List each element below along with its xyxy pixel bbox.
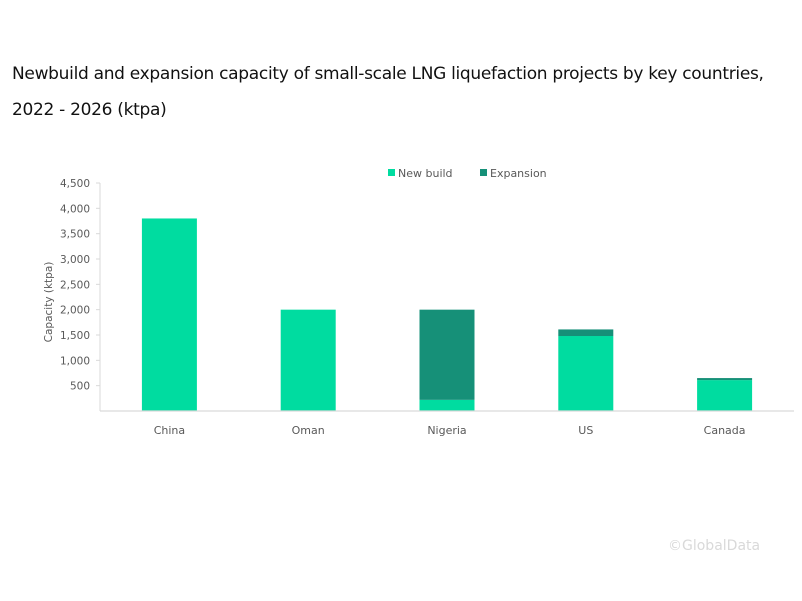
legend-label-new-build: New build (398, 167, 453, 180)
y-tick-label: 500 (70, 381, 90, 393)
bar-new-build-us (558, 336, 614, 411)
legend: New build Expansion (388, 167, 547, 180)
y-tick-label: 3,500 (60, 229, 90, 241)
y-tick-label: 3,000 (60, 254, 90, 266)
watermark: ©GlobalData (668, 538, 761, 554)
bar-expansion-canada (697, 378, 753, 381)
chart-title-line-1: Newbuild and expansion capacity of small… (12, 64, 764, 84)
chart-title-line-2: 2022 - 2026 (ktpa) (12, 100, 167, 120)
x-axis: China Oman Nigeria US Canada (100, 410, 794, 437)
bar-new-build-canada (697, 380, 753, 411)
legend-swatch-new-build (388, 169, 395, 176)
bar-new-build-china (141, 218, 197, 411)
x-tick-label: Canada (704, 424, 746, 437)
bar-expansion-us (558, 329, 614, 337)
y-axis: 500 1,000 1,500 2,000 2,500 3,000 3,500 4,000 4,… (43, 178, 101, 411)
y-tick-label: 2,000 (60, 305, 90, 317)
bar-expansion-nigeria (419, 309, 475, 400)
chart-title: Newbuild and expansion capacity of small… (12, 56, 792, 128)
legend-swatch-expansion (480, 169, 487, 176)
y-tick-label: 4,000 (60, 203, 90, 215)
y-tick-label: 2,500 (60, 279, 90, 291)
legend-label-expansion: Expansion (490, 167, 547, 180)
y-tick-label: 1,500 (60, 330, 90, 342)
bar-new-build-oman (280, 309, 336, 411)
bars (141, 218, 753, 411)
y-tick-label: 4,500 (60, 178, 90, 190)
y-axis-title: Capacity (ktpa) (43, 262, 55, 343)
x-tick-label: China (154, 424, 185, 437)
x-tick-label: Nigeria (427, 424, 466, 437)
x-tick-label: US (578, 424, 593, 437)
x-tick-label: Oman (292, 424, 325, 437)
y-tick-label: 1,000 (60, 355, 90, 367)
bar-new-build-nigeria (419, 399, 475, 411)
